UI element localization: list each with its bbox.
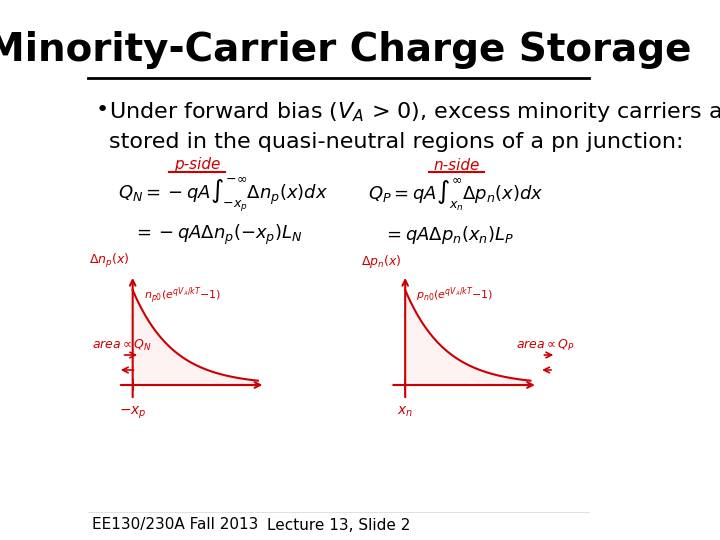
Text: Under forward bias ($V_A$ > 0), excess minority carriers are
stored in the quasi: Under forward bias ($V_A$ > 0), excess m… xyxy=(109,100,720,152)
Text: Minority-Carrier Charge Storage: Minority-Carrier Charge Storage xyxy=(0,31,692,69)
Text: p-side: p-side xyxy=(174,158,220,172)
Text: n-side: n-side xyxy=(433,158,480,172)
Text: $p_{n0}(e^{qV_A/kT}{-}1)$: $p_{n0}(e^{qV_A/kT}{-}1)$ xyxy=(416,285,493,303)
Text: $Q_N = -qA\int_{-x_p}^{-\infty} \Delta n_p(x)dx$: $Q_N = -qA\int_{-x_p}^{-\infty} \Delta n… xyxy=(118,176,328,214)
Text: $= -qA\Delta n_p(-x_p)L_N$: $= -qA\Delta n_p(-x_p)L_N$ xyxy=(132,223,302,247)
Text: $= qA\Delta p_n(x_n)L_P$: $= qA\Delta p_n(x_n)L_P$ xyxy=(383,224,514,246)
Text: $Q_P = qA\int_{x_n}^{\infty} \Delta p_n(x)dx$: $Q_P = qA\int_{x_n}^{\infty} \Delta p_n(… xyxy=(369,177,544,213)
Text: EE130/230A Fall 2013: EE130/230A Fall 2013 xyxy=(92,517,258,532)
Text: $n_{p0}(e^{qV_A/kT}{-}1)$: $n_{p0}(e^{qV_A/kT}{-}1)$ xyxy=(144,285,221,306)
Text: $\Delta n_p(x)$: $\Delta n_p(x)$ xyxy=(89,252,129,270)
Text: $\Delta p_n(x)$: $\Delta p_n(x)$ xyxy=(361,253,402,270)
Text: $x_n$: $x_n$ xyxy=(397,405,413,420)
Text: •: • xyxy=(96,100,109,120)
Text: $-x_p$: $-x_p$ xyxy=(119,405,146,421)
Text: Lecture 13, Slide 2: Lecture 13, Slide 2 xyxy=(267,517,410,532)
Text: $area \propto Q_P$: $area \propto Q_P$ xyxy=(516,338,575,353)
Text: $area \propto Q_N$: $area \propto Q_N$ xyxy=(92,338,152,353)
